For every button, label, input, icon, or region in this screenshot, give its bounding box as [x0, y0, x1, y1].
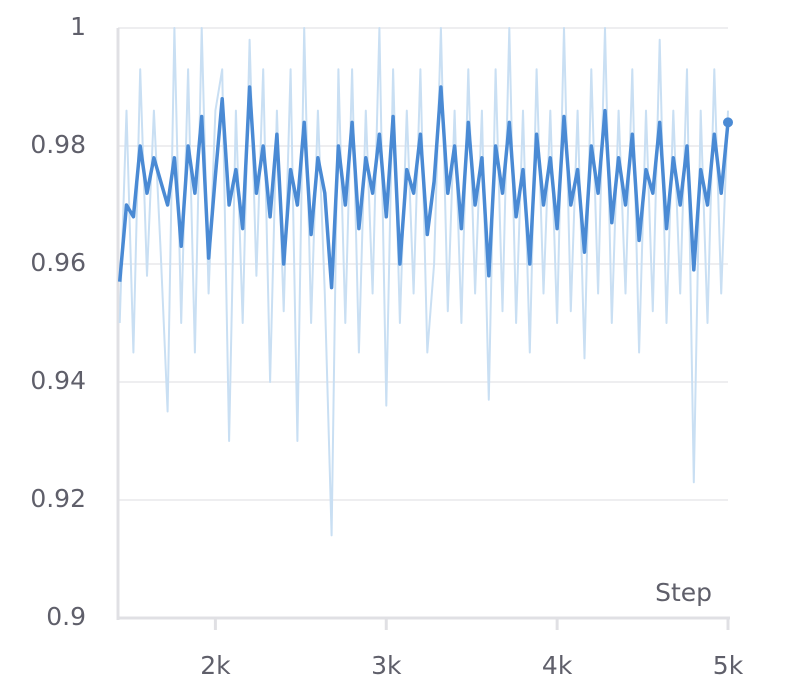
y-tick-label: 0.9 [46, 602, 86, 631]
y-tick-label: 0.96 [30, 248, 86, 277]
x-axis-label: Step [655, 578, 712, 607]
y-tick-label: 1 [70, 12, 86, 41]
end-point [723, 117, 733, 128]
y-tick-label: 0.92 [30, 484, 86, 513]
series-line [117, 85, 730, 290]
x-tick-label: 2k [200, 651, 231, 680]
x-tick-label: 4k [542, 651, 573, 680]
y-tick-label: 0.98 [30, 130, 86, 159]
series-line [118, 27, 729, 537]
y-tick-label: 0.94 [30, 366, 86, 395]
x-tick-label: 3k [371, 651, 402, 680]
x-tick-label: 5k [713, 651, 744, 680]
